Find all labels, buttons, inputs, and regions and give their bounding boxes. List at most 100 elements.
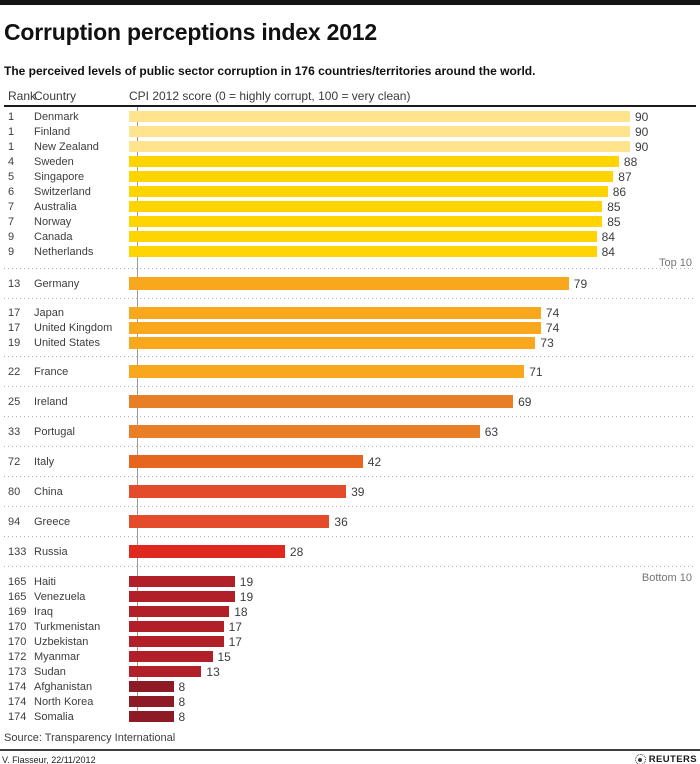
rank-value: 174	[8, 680, 27, 693]
bottom10-annotation: Bottom 10	[641, 572, 692, 584]
bar-track: 84	[129, 244, 700, 259]
table-row: 9 Canada 84	[0, 229, 700, 244]
country-label: Sudan	[34, 665, 66, 678]
country-label: Italy	[34, 455, 55, 468]
score-bar	[129, 231, 597, 242]
country-label: Myanmar	[34, 650, 80, 663]
score-bar	[129, 696, 174, 707]
score-value: 90	[635, 124, 649, 139]
table-row: 172 Myanmar 15	[0, 649, 700, 664]
dotted-separator	[4, 446, 696, 447]
rank-value: 173	[8, 665, 27, 678]
score-value: 71	[529, 364, 543, 379]
score-value: 42	[367, 454, 382, 469]
rank-value: 22	[8, 365, 21, 378]
table-row: 7 Australia 85	[0, 199, 700, 214]
score-value: 8	[178, 694, 186, 709]
subtitle: The perceived levels of public sector co…	[4, 64, 536, 78]
bar-track: 8	[129, 709, 700, 724]
rank-value: 1	[8, 110, 15, 123]
score-value: 87	[618, 169, 632, 184]
page-title: Corruption perceptions index 2012	[4, 19, 377, 45]
rank-value: 133	[8, 545, 27, 558]
dotted-separator	[4, 536, 696, 537]
score-bar	[129, 455, 363, 468]
column-header-score: CPI 2012 score (0 = highly corrupt, 100 …	[129, 89, 411, 103]
bar-track: 87	[129, 169, 700, 184]
rank-value: 4	[8, 155, 15, 168]
country-label: New Zealand	[34, 140, 99, 153]
bar-track: 39	[129, 484, 700, 499]
country-label: Turkmenistan	[34, 620, 101, 633]
rank-value: 80	[8, 485, 21, 498]
score-value: 73	[540, 335, 554, 350]
score-bar	[129, 186, 608, 197]
table-row: 1 Denmark 90	[0, 109, 700, 124]
score-bar	[129, 201, 603, 212]
rank-value: 172	[8, 650, 27, 663]
score-value: 90	[635, 139, 649, 154]
bar-track: 69	[129, 394, 700, 409]
rank-value: 174	[8, 695, 27, 708]
score-bar	[129, 636, 224, 647]
bar-track: 74	[129, 320, 700, 335]
rank-value: 1	[8, 125, 15, 138]
rank-value: 165	[8, 590, 27, 603]
score-bar	[129, 246, 597, 257]
dotted-separator	[4, 298, 696, 299]
country-label: Iraq	[34, 605, 53, 618]
chart-group: 22 France 71	[0, 357, 700, 386]
rank-value: 17	[8, 321, 21, 334]
score-value: 36	[334, 514, 348, 529]
bar-track: 15	[129, 649, 700, 664]
country-label: United States	[34, 336, 101, 349]
score-bar	[129, 651, 213, 662]
rank-value: 1	[8, 140, 15, 153]
score-value: 17	[228, 619, 242, 634]
score-bar	[129, 576, 235, 587]
country-label: Greece	[34, 515, 71, 528]
bar-track: 36	[129, 514, 700, 529]
score-value: 69	[518, 394, 532, 409]
source-note: Source: Transparency International	[4, 732, 176, 744]
reuters-orb-icon	[634, 754, 646, 764]
score-bar	[129, 711, 174, 722]
country-label: North Korea	[34, 695, 94, 708]
bar-track: 79	[129, 276, 700, 291]
table-row: 6 Switzerland 86	[0, 184, 700, 199]
table-row: 1 New Zealand 90	[0, 139, 700, 154]
country-label: Japan	[34, 306, 64, 319]
dotted-separator	[4, 356, 696, 357]
country-label: Venezuela	[34, 590, 86, 603]
country-label: Sweden	[34, 155, 74, 168]
chart-group: 72 Italy 42	[0, 447, 700, 476]
bar-track: 19	[129, 589, 700, 604]
chart-group: 13 Germany 79	[0, 269, 700, 298]
score-bar	[129, 515, 330, 528]
table-row: 17 Japan 74	[0, 305, 700, 320]
dotted-separator	[4, 476, 696, 477]
table-row: 13 Germany 79	[0, 276, 700, 291]
bar-track: 88	[129, 154, 700, 169]
country-label: Russia	[34, 545, 68, 558]
bar-track: 71	[129, 364, 700, 379]
dotted-separator	[4, 506, 696, 507]
bar-track: 42	[129, 454, 700, 469]
score-bar	[129, 111, 630, 122]
table-row: 133 Russia 28	[0, 544, 700, 559]
table-row: 94 Greece 36	[0, 514, 700, 529]
axis-line	[137, 107, 138, 718]
country-label: China	[34, 485, 63, 498]
dotted-separator	[4, 386, 696, 387]
score-value: 90	[635, 109, 649, 124]
brand-name: REUTERS	[648, 754, 697, 764]
country-label: Somalia	[34, 710, 74, 723]
bar-track: 8	[129, 679, 700, 694]
score-value: 15	[217, 649, 231, 664]
bar-track: 85	[129, 199, 700, 214]
country-label: Norway	[34, 215, 72, 228]
score-value: 18	[234, 604, 248, 619]
country-label: Singapore	[34, 170, 85, 183]
score-bar	[129, 681, 174, 692]
bar-track: 17	[129, 619, 700, 634]
